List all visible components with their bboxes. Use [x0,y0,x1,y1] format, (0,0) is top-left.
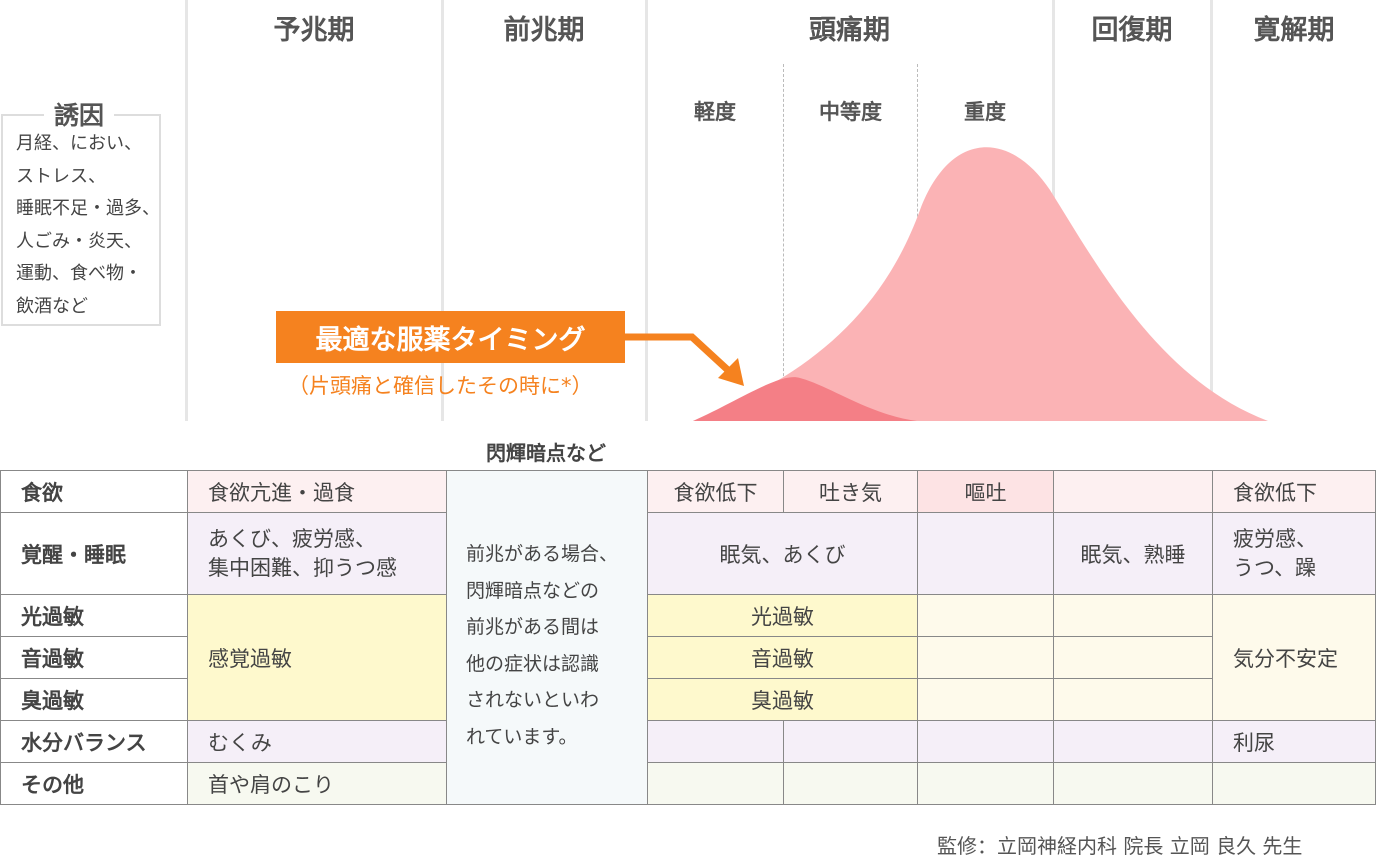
headache-sleep-severe [917,512,1054,595]
headache-smell: 臭過敏 [647,678,918,721]
aura-description: 前兆がある場合、 閃輝暗点などの 前兆がある間は 他の症状は認識 されないといわ… [466,543,619,748]
phase-headache: 頭痛期 [809,15,890,46]
headache-other-moderate [783,762,918,805]
severity-divider [783,64,784,421]
severity-severe: 重度 [964,100,1006,124]
recovery-light [1053,594,1213,637]
prodrome-sleep-line: 集中困難、抑うつ感 [208,555,397,580]
phase-remission: 寛解期 [1253,15,1335,46]
phase-prodrome: 予兆期 [273,15,355,46]
headache-appetite-severe: 嘔吐 [917,470,1054,513]
medication-timing-label: 最適な服薬タイミング [276,311,625,363]
phase-divider [441,0,444,421]
headache-appetite-mild: 食欲低下 [647,470,784,513]
recovery-other [1053,762,1213,805]
row-header-smell: 臭過敏 [0,678,188,721]
trigger-list: 月経、におい、 ストレス、 睡眠不足・過多、 人ごみ・炎天、 運動、食べ物・ 飲… [16,133,160,317]
headache-water-severe [917,720,1054,763]
headache-light: 光過敏 [647,594,918,637]
prodrome-sleep-line: あくび、疲労感、 [208,526,376,551]
headache-sleep: 眠気、あくび [647,512,918,595]
prodrome-water: むくみ [187,720,447,763]
timing-arrow [625,333,733,375]
phase-aura: 前兆期 [503,15,585,46]
phase-divider [185,0,188,421]
row-header-sleep: 覚醒・睡眠 [0,512,188,595]
remission-sleep-line: 疲労感、 [1233,526,1317,551]
headache-intensity-curve [693,147,1268,421]
prodrome-sleep: あくび、疲労感、 集中困難、抑うつ感 [187,512,447,595]
remission-mood: 気分不安定 [1212,594,1376,721]
phase-divider [645,0,648,421]
aura-column [446,470,648,805]
remission-other [1212,762,1376,805]
prodrome-sensory: 感覚過敏 [187,594,447,721]
severity-moderate: 中等度 [819,100,882,124]
aura-intensity-curve [693,377,917,421]
recovery-appetite [1053,470,1213,513]
remission-sleep: 疲労感、 うつ、躁 [1212,512,1376,595]
severe-sound [917,636,1054,679]
medication-timing-note: （片頭痛と確信したその時に*） [288,374,593,398]
trigger-title: 誘因 [44,96,115,132]
supervisor-credit: 監修：立岡神経内科 院長 立岡 良久 先生 [937,834,1303,858]
headache-other-mild [647,762,784,805]
severe-light [917,594,1054,637]
row-header-water: 水分バランス [0,720,188,763]
row-header-other: その他 [0,762,188,805]
row-header-appetite: 食欲 [0,470,188,513]
recovery-water [1053,720,1213,763]
severe-smell [917,678,1054,721]
phase-recovery: 回復期 [1091,15,1173,46]
headache-other-severe [917,762,1054,805]
prodrome-appetite: 食欲亢進・過食 [187,470,447,513]
remission-sleep-line: うつ、躁 [1233,555,1317,580]
aura-label: 閃輝暗点など [486,441,606,465]
headache-water-mild [647,720,784,763]
intensity-curve [625,147,1268,421]
headache-water-moderate [783,720,918,763]
headache-appetite-moderate: 吐き気 [783,470,918,513]
row-header-sound: 音過敏 [0,636,188,679]
headache-sound: 音過敏 [647,636,918,679]
recovery-sound [1053,636,1213,679]
remission-water: 利尿 [1212,720,1376,763]
remission-appetite: 食欲低下 [1212,470,1376,513]
row-header-light: 光過敏 [0,594,188,637]
recovery-smell [1053,678,1213,721]
prodrome-other: 首や肩のこり [187,762,447,805]
severity-mild: 軽度 [694,100,736,124]
recovery-sleep: 眠気、熟睡 [1053,512,1213,595]
phase-divider [1210,0,1213,421]
timing-arrow-head [718,358,744,386]
